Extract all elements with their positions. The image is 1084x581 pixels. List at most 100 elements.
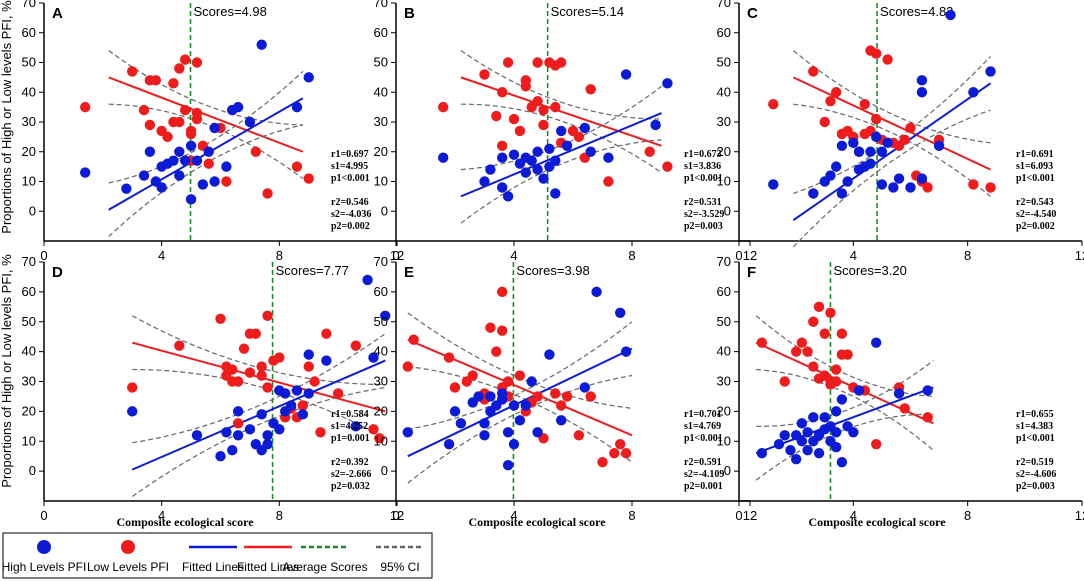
low-pfi-point [215, 313, 226, 324]
high-pfi-point [156, 182, 167, 193]
low-pfi-point [491, 346, 502, 357]
y-tick-label: 30 [374, 374, 388, 389]
legend-label: Fitted Lines [237, 560, 299, 574]
low-pfi-point [174, 116, 185, 128]
high-pfi-point [180, 155, 191, 166]
high-pfi-point [876, 146, 888, 157]
low-pfi-point [514, 370, 526, 381]
y-tick-label: 10 [374, 433, 388, 448]
stat-text: s1=4.383 [1016, 421, 1053, 432]
low-pfi-point [842, 349, 853, 360]
low-pfi-point [968, 179, 979, 190]
high-pfi-point [836, 188, 848, 199]
low-pfi-point [227, 364, 238, 375]
low-pfi-point [830, 376, 842, 387]
stat-text: p2=0.001 [684, 481, 723, 492]
high-pfi-point [191, 430, 203, 441]
high-pfi-point [768, 179, 779, 190]
low-pfi-point [899, 134, 910, 146]
high-pfi-point [350, 421, 362, 432]
x-tick-label: 4 [510, 248, 517, 263]
high-pfi-point [662, 78, 673, 89]
stat-text: s1=4.995 [331, 161, 368, 172]
low-pfi-point [836, 328, 848, 339]
y-tick-label: 60 [22, 25, 36, 40]
high-pfi-point [215, 450, 226, 462]
high-pfi-point [779, 430, 790, 441]
high-pfi-point [836, 394, 848, 405]
low-pfi-point [350, 340, 362, 351]
x-axis-label-d: Composite ecological score [116, 515, 254, 529]
high-pfi-point [297, 409, 309, 420]
score-label: Scores=5.14 [551, 4, 624, 19]
high-pfi-point [561, 140, 573, 151]
low-ci-lower [460, 103, 662, 174]
low-pfi-point [644, 146, 655, 157]
legend-swatch [37, 540, 51, 554]
y-tick-label: 40 [22, 84, 36, 99]
y-tick-label: 10 [717, 433, 731, 448]
score-label: Scores=4.98 [193, 4, 266, 19]
y-tick-label: 50 [374, 55, 388, 70]
legend-item: Fitted Lines [182, 545, 244, 574]
low-pfi-point [180, 54, 191, 65]
low-pfi-point [556, 400, 567, 411]
low-pfi-point [556, 57, 567, 68]
high-pfi-point [876, 179, 888, 190]
low-pfi-point [274, 352, 285, 363]
high-pfi-point [520, 400, 531, 411]
stat-text: r2=0.531 [684, 197, 722, 208]
high-pfi-point [579, 382, 590, 393]
high-pfi-point [174, 146, 185, 157]
high-pfi-point [905, 182, 916, 193]
high-pfi-point [274, 424, 285, 435]
x-tick-label: 8 [276, 248, 283, 263]
low-pfi-point [309, 376, 320, 387]
high-pfi-point [825, 170, 836, 181]
low-pfi-point [497, 286, 508, 298]
y-tick-label: 30 [717, 374, 731, 389]
high-pfi-point [756, 448, 768, 459]
stat-text: s1=3.836 [684, 161, 721, 172]
panel-letter: E [404, 264, 414, 281]
high-pfi-point [550, 188, 561, 199]
low-pfi-point [150, 75, 161, 86]
high-pfi-point [538, 173, 549, 184]
y-axis-label-top: Proportions of High or Low levels PFI, % [0, 0, 14, 234]
high-pfi-point [802, 445, 813, 456]
high-pfi-point [291, 385, 303, 396]
low-pfi-point [449, 382, 461, 393]
low-pfi-point [871, 113, 882, 125]
stat-text: r2=0.519 [1016, 457, 1054, 468]
low-pfi-point [256, 361, 267, 372]
high-fitted-line [407, 347, 633, 458]
high-ci-lower [755, 413, 934, 481]
high-pfi-point [871, 131, 882, 143]
high-pfi-point [603, 152, 614, 163]
high-pfi-point [819, 412, 830, 423]
low-pfi-point [585, 84, 596, 95]
stat-text: r1=0.701 [684, 409, 722, 420]
low-pfi-point [825, 307, 836, 318]
stat-text: r1=0.584 [331, 409, 369, 420]
high-pfi-point [197, 179, 209, 190]
y-tick-label: 10 [22, 433, 36, 448]
low-pfi-point [597, 456, 608, 468]
high-pfi-point [526, 376, 537, 387]
y-tick-label: 50 [22, 55, 36, 70]
high-pfi-point [497, 152, 508, 163]
score-label: Scores=4.83 [880, 4, 953, 19]
x-tick-label: 4 [158, 508, 165, 523]
low-pfi-point [830, 87, 842, 98]
high-pfi-point [620, 346, 632, 357]
y-tick-label: 40 [717, 344, 731, 359]
high-pfi-point [813, 448, 825, 459]
high-pfi-point [842, 176, 853, 187]
y-tick-label: 10 [374, 174, 388, 189]
x-tick-label: 8 [628, 508, 635, 523]
high-pfi-point [497, 182, 508, 193]
stat-text: s1=6.093 [1016, 161, 1053, 172]
low-pfi-point [538, 104, 549, 116]
score-label: Scores=3.98 [516, 263, 589, 278]
high-fitted-line [460, 112, 662, 198]
